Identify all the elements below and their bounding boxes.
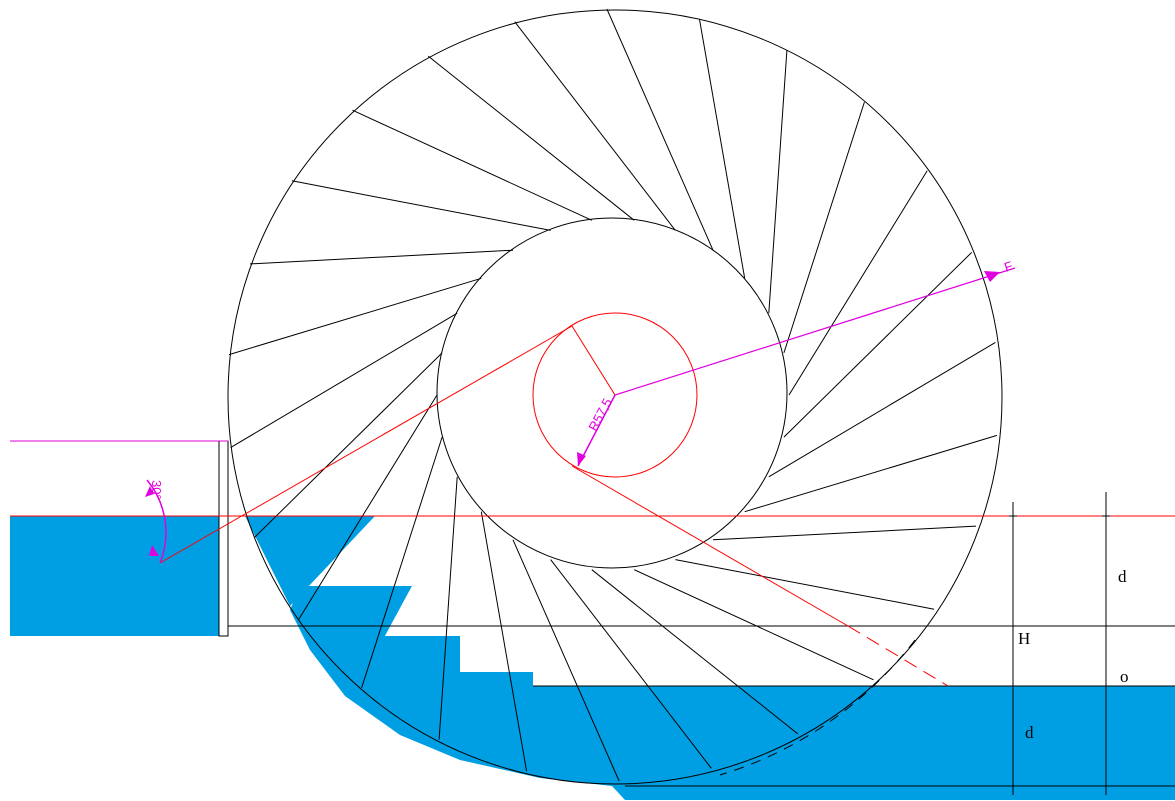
wheel-blade — [591, 569, 799, 735]
wheel-blade — [788, 170, 928, 396]
wheel-blade — [550, 559, 712, 769]
wheel-outer-rim — [227, 9, 1003, 785]
wheel-blade — [298, 394, 438, 620]
wheel-blade — [352, 109, 593, 221]
wheel-blade — [228, 277, 482, 356]
downstream-depth-label: d — [1025, 723, 1034, 742]
wheel-blade — [230, 312, 458, 449]
wheel-blade — [675, 559, 935, 610]
weir-plate — [218, 440, 229, 637]
wheel-hub — [436, 217, 788, 569]
wheel-blade — [712, 525, 977, 541]
head-label: H — [1018, 629, 1030, 648]
wheel-blade — [633, 569, 874, 681]
wheel-blade — [698, 18, 746, 279]
upstream-water — [10, 516, 224, 636]
wheel-blade — [606, 8, 714, 251]
center-circle — [532, 312, 698, 478]
downstream-water — [245, 516, 1175, 800]
wheel-blade — [480, 511, 528, 772]
force-label: F — [1002, 258, 1014, 275]
wheel-blade — [768, 50, 788, 314]
wheel-blade — [249, 249, 514, 265]
angle-dimension: 30° — [145, 479, 167, 564]
wheel-blade — [253, 352, 443, 538]
wheel-blade — [361, 436, 443, 689]
wheel-blade — [438, 476, 458, 740]
wheel-blade — [427, 55, 635, 221]
wheel-blade — [514, 21, 676, 231]
drop-label: o — [1120, 667, 1129, 686]
wheel-blade — [783, 101, 865, 354]
upstream-depth-label: d — [1118, 567, 1127, 586]
wheel-blade — [783, 252, 973, 438]
wheel-blade — [768, 341, 996, 478]
wheel-blades — [228, 8, 998, 782]
construction-lines — [159, 312, 949, 776]
wheel-blade — [512, 539, 620, 782]
wheel-blade — [291, 180, 551, 231]
bucket-cells — [318, 520, 533, 686]
wheel-blade — [744, 434, 998, 513]
vertical-dimensions — [625, 492, 1175, 795]
angle-label: 30° — [149, 480, 164, 500]
